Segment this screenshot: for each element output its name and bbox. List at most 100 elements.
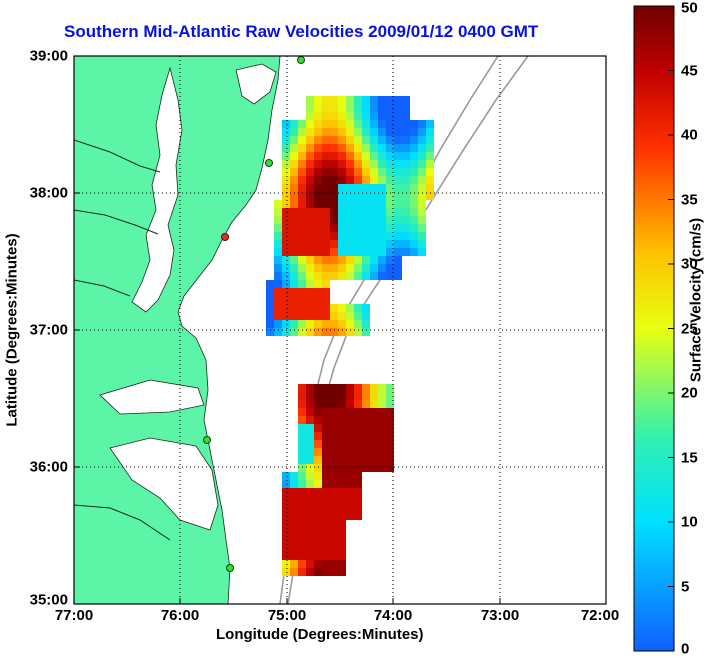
velocity-cell — [282, 560, 290, 568]
velocity-cell — [330, 568, 338, 576]
velocity-cell — [370, 248, 378, 256]
velocity-cell — [298, 264, 306, 272]
velocity-cell — [330, 520, 338, 528]
velocity-cell — [314, 480, 322, 488]
velocity-cell — [354, 488, 362, 496]
velocity-cell — [298, 568, 306, 576]
velocity-cell — [306, 272, 314, 280]
velocity-cell — [330, 536, 338, 544]
velocity-cell — [338, 512, 346, 520]
velocity-cell — [314, 328, 322, 336]
velocity-cell — [378, 240, 386, 248]
river-james — [74, 279, 131, 297]
velocity-cell — [314, 520, 322, 528]
velocity-cell — [298, 400, 306, 408]
velocity-cell — [362, 384, 370, 392]
velocity-cell — [386, 448, 394, 456]
velocity-cell — [290, 192, 298, 200]
velocity-cell — [298, 472, 306, 480]
x-tick-label: 77:00 — [54, 607, 94, 624]
velocity-cell — [274, 280, 282, 288]
velocity-cell — [346, 432, 354, 440]
velocity-cell — [298, 120, 306, 128]
velocity-cell — [298, 416, 306, 424]
velocity-cell — [330, 96, 338, 104]
colorbar-tick-label: 20 — [681, 384, 698, 402]
velocity-cell — [330, 440, 338, 448]
velocity-cell — [274, 304, 282, 312]
velocity-cell — [322, 472, 330, 480]
velocity-cell — [322, 448, 330, 456]
velocity-cell — [314, 112, 322, 120]
velocity-cell — [322, 120, 330, 128]
velocity-cell — [346, 424, 354, 432]
velocity-cell — [370, 456, 378, 464]
velocity-cell — [362, 264, 370, 272]
velocity-cell — [282, 328, 290, 336]
velocity-cell — [402, 248, 410, 256]
velocity-cell — [306, 504, 314, 512]
velocity-cell — [402, 240, 410, 248]
velocity-cell — [370, 416, 378, 424]
velocity-cell — [378, 152, 386, 160]
velocity-cell — [314, 168, 322, 176]
velocity-cell — [314, 392, 322, 400]
velocity-cell — [386, 408, 394, 416]
velocity-cell — [370, 120, 378, 128]
velocity-cell — [378, 408, 386, 416]
pamlico-sound — [109, 437, 219, 531]
velocity-cell — [394, 224, 402, 232]
velocity-cell — [346, 184, 354, 192]
velocity-cell — [378, 392, 386, 400]
velocity-cell — [370, 160, 378, 168]
velocity-cell — [274, 208, 282, 216]
velocity-cell — [314, 536, 322, 544]
velocity-cell — [346, 440, 354, 448]
colorbar-tick-label: 5 — [681, 578, 690, 595]
velocity-cell — [314, 496, 322, 504]
velocity-cell — [290, 552, 298, 560]
velocity-cell — [410, 152, 418, 160]
velocity-cell — [362, 392, 370, 400]
velocity-cell — [338, 256, 346, 264]
velocity-cell — [314, 488, 322, 496]
velocity-cell — [314, 288, 322, 296]
velocity-cell — [338, 320, 346, 328]
velocity-cell — [330, 232, 338, 240]
velocity-cell — [370, 440, 378, 448]
velocity-cell — [386, 400, 394, 408]
velocity-cell — [282, 240, 290, 248]
velocity-cell — [362, 216, 370, 224]
delaware-bay — [235, 63, 277, 105]
velocity-cell — [290, 160, 298, 168]
velocity-cell — [314, 208, 322, 216]
velocity-cell — [298, 128, 306, 136]
velocity-cell — [338, 240, 346, 248]
velocity-cell — [290, 200, 298, 208]
velocity-cell — [290, 528, 298, 536]
velocity-cell — [338, 304, 346, 312]
velocity-cell — [298, 424, 306, 432]
velocity-cell — [274, 232, 282, 240]
velocity-cell — [322, 320, 330, 328]
velocity-cell — [306, 96, 314, 104]
velocity-cell — [378, 400, 386, 408]
velocity-cell — [370, 176, 378, 184]
velocity-cell — [362, 96, 370, 104]
velocity-cell — [330, 496, 338, 504]
colorbar-tick-label: 15 — [681, 449, 698, 466]
velocity-cell — [378, 144, 386, 152]
velocity-cell — [322, 488, 330, 496]
velocity-cell — [370, 264, 378, 272]
colorbar-tick-label: 50 — [681, 0, 698, 17]
velocity-cell — [346, 232, 354, 240]
velocity-cell — [322, 512, 330, 520]
velocity-cell — [394, 248, 402, 256]
velocity-cell — [314, 304, 322, 312]
velocity-cell — [282, 192, 290, 200]
velocity-cell — [410, 200, 418, 208]
velocity-cell — [386, 112, 394, 120]
velocity-cell — [418, 200, 426, 208]
velocity-cell — [354, 456, 362, 464]
velocity-cell — [298, 312, 306, 320]
